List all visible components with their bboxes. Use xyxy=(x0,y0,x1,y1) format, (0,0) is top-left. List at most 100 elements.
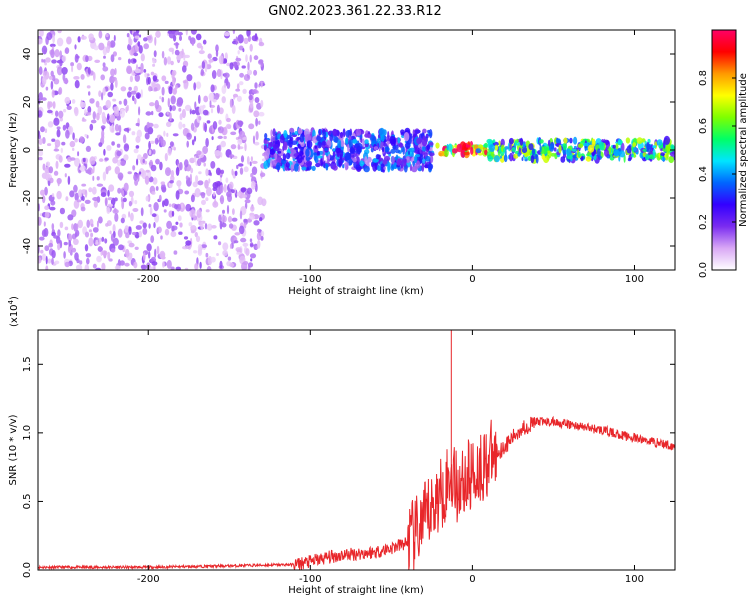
heatmap-cell xyxy=(150,235,155,244)
heatmap-cell xyxy=(615,143,619,150)
heatmap-cell xyxy=(59,221,64,229)
heatmap-cell xyxy=(71,99,76,104)
heatmap-cell xyxy=(190,167,194,174)
heatmap-cell xyxy=(430,155,434,164)
heatmap-cell xyxy=(134,35,140,39)
heatmap-cell xyxy=(170,266,175,270)
heatmap-cell xyxy=(402,146,406,155)
heatmap-cell xyxy=(164,153,168,162)
heatmap-cell xyxy=(104,238,108,244)
heatmap-cell xyxy=(38,134,41,139)
heatmap-cell xyxy=(102,87,106,96)
heatmap-cell xyxy=(129,75,133,83)
heatmap-cell xyxy=(202,145,209,155)
heatmap-cell xyxy=(120,196,123,203)
heatmap-cell xyxy=(92,263,97,269)
heatmap-cell xyxy=(95,239,99,245)
colorbar-gradient xyxy=(711,29,737,271)
heatmap-cell xyxy=(159,161,163,171)
heatmap-cell xyxy=(101,236,105,242)
heatmap-cell xyxy=(585,156,592,162)
heatmap-cell xyxy=(123,154,129,161)
heatmap-cell xyxy=(229,181,234,190)
heatmap-cell xyxy=(166,56,172,65)
heatmap-cell xyxy=(184,104,192,111)
heatmap-cell xyxy=(229,98,233,108)
heatmap-cell xyxy=(64,96,71,105)
heatmap-cell xyxy=(195,235,201,242)
heatmap-cell xyxy=(138,230,143,238)
heatmap-cell xyxy=(119,108,125,118)
heatmap-cell xyxy=(142,222,147,229)
heatmap-cell xyxy=(101,111,106,121)
heatmap-cell xyxy=(212,121,218,130)
heatmap-cell xyxy=(511,147,516,153)
heatmap-cell xyxy=(38,156,43,161)
heatmap-cell xyxy=(503,154,508,163)
heatmap-cell xyxy=(283,130,288,139)
heatmap-cell xyxy=(305,160,313,167)
heatmap-cell xyxy=(205,197,209,202)
heatmap-cell xyxy=(48,75,53,80)
heatmap-cell xyxy=(71,223,74,230)
heatmap-cell xyxy=(67,233,73,242)
heatmap-cell xyxy=(124,248,130,258)
heatmap-cell xyxy=(203,95,209,103)
heatmap-cell xyxy=(254,82,258,89)
heatmap-cell xyxy=(414,129,421,134)
heatmap-cell xyxy=(133,52,139,57)
heatmap-cell xyxy=(463,151,470,156)
heatmap-cell xyxy=(63,251,66,259)
heatmap-cell xyxy=(179,162,183,171)
heatmap-cell xyxy=(102,62,106,68)
heatmap-cell xyxy=(391,155,395,165)
heatmap-cell xyxy=(114,68,117,75)
heatmap-cell xyxy=(143,69,147,73)
heatmap-cell xyxy=(128,86,132,91)
heatmap-cell xyxy=(237,143,241,150)
heatmap-cell xyxy=(38,216,42,226)
heatmap-cell xyxy=(337,139,342,149)
heatmap-cell xyxy=(212,187,217,192)
figure-title: GN02.2023.361.22.33.R12 xyxy=(268,4,442,19)
heatmap-cell xyxy=(101,250,108,256)
heatmap-cell xyxy=(232,208,235,216)
heatmap-cell xyxy=(237,138,243,145)
heatmap-cell xyxy=(45,57,51,63)
heatmap-cell xyxy=(71,65,74,73)
x-tick-label: 100 xyxy=(625,574,644,585)
heatmap-cell xyxy=(154,99,159,110)
heatmap-cell xyxy=(376,138,380,144)
heatmap-cell xyxy=(237,50,240,55)
heatmap-cell xyxy=(166,111,169,115)
heatmap-cell xyxy=(56,66,63,76)
heatmap-cell xyxy=(189,173,192,182)
heatmap-cell xyxy=(133,58,137,63)
heatmap-cell xyxy=(500,138,505,147)
heatmap-cell xyxy=(324,147,328,152)
heatmap-cell xyxy=(263,160,269,170)
heatmap-cell xyxy=(304,134,312,142)
heatmap-cell xyxy=(123,182,129,192)
heatmap-cell xyxy=(591,139,596,147)
heatmap-cell xyxy=(54,260,60,265)
heatmap-cell xyxy=(473,144,479,150)
heatmap-cell xyxy=(105,33,109,38)
heatmap-cell xyxy=(314,155,319,164)
snr-y-multiplier-base: (x10 xyxy=(9,304,20,327)
heatmap-cell xyxy=(166,220,173,229)
heatmap-cell xyxy=(142,252,146,261)
heatmap-cell xyxy=(106,206,111,214)
heatmap-cell xyxy=(130,47,135,56)
heatmap-cell xyxy=(271,159,278,167)
heatmap-cell xyxy=(217,126,224,134)
heatmap-cell xyxy=(258,59,264,64)
heatmap-cell xyxy=(175,166,180,176)
heatmap-cell xyxy=(74,252,79,261)
heatmap-cell xyxy=(56,126,61,130)
heatmap-cell xyxy=(177,215,182,222)
heatmap-cell xyxy=(210,161,216,169)
colorbar-tick-label: 0.0 xyxy=(698,262,709,278)
heatmap-cell xyxy=(318,129,321,136)
heatmap-cell xyxy=(88,91,91,96)
